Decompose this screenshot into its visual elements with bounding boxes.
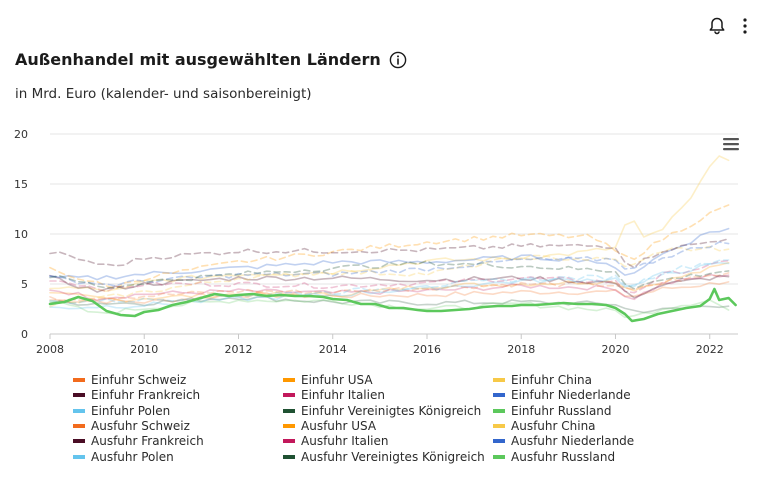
legend-label: Einfuhr Frankreich	[91, 388, 201, 403]
x-tick-label: 2018	[507, 343, 535, 356]
series-line-einfuhr-schweiz[interactable]	[49, 281, 730, 305]
legend-swatch	[283, 393, 295, 398]
legend-swatch	[493, 454, 505, 459]
info-icon[interactable]	[389, 51, 407, 69]
legend-label: Ausfuhr Niederlande	[511, 434, 635, 449]
legend-label: Ausfuhr Vereinigtes Königreich	[301, 449, 485, 464]
legend-item-ausfuhr-frankreich[interactable]: Ausfuhr Frankreich	[73, 434, 204, 448]
series-line-ausfuhr-china[interactable]	[49, 245, 730, 308]
chart-title: Außenhandel mit ausgewählten Ländern	[15, 50, 381, 69]
more-vertical-icon[interactable]	[737, 16, 753, 36]
y-tick-label: 20	[14, 128, 28, 141]
legend-label: Einfuhr Italien	[301, 388, 385, 403]
legend-item-ausfuhr-usa[interactable]: Ausfuhr USA	[283, 419, 376, 433]
legend-label: Einfuhr Vereinigtes Königreich	[301, 403, 482, 418]
x-tick-label: 2010	[130, 343, 158, 356]
bell-icon[interactable]	[707, 16, 727, 36]
legend-swatch	[493, 439, 505, 444]
legend-item-einfuhr-schweiz[interactable]: Einfuhr Schweiz	[73, 373, 186, 387]
series-line-einfuhr-vereinigtes-koenigreich[interactable]	[49, 295, 730, 314]
legend-swatch	[283, 423, 295, 428]
series-line-einfuhr-china[interactable]	[49, 155, 730, 292]
y-tick-label: 10	[14, 228, 28, 241]
legend-swatch	[73, 454, 85, 459]
legend-swatch	[73, 378, 85, 382]
legend-item-einfuhr-russland[interactable]: Einfuhr Russland	[493, 404, 612, 418]
line-chart: 0 5 10 15 20 2008 2010 2012 2014 2016 2018 2020 2022	[14, 128, 738, 356]
series-line-einfuhr-usa[interactable]	[49, 261, 730, 303]
legend-item-einfuhr-niederlande[interactable]: Einfuhr Niederlande	[493, 388, 631, 402]
series-line-ausfuhr-polen[interactable]	[49, 259, 730, 305]
legend-label: Ausfuhr Russland	[511, 449, 616, 464]
x-tick-label: 2022	[696, 343, 724, 356]
legend-swatch	[73, 393, 85, 398]
legend-item-ausfuhr-schweiz[interactable]: Ausfuhr Schweiz	[73, 419, 190, 433]
legend-swatch	[283, 378, 295, 382]
x-tick-label: 2012	[224, 343, 252, 356]
legend-swatch	[493, 393, 505, 398]
legend-item-ausfuhr-russland[interactable]: Ausfuhr Russland	[493, 450, 615, 464]
legend-swatch	[493, 378, 505, 382]
legend-label: Einfuhr Niederlande	[511, 388, 631, 403]
legend-item-einfuhr-italien[interactable]: Einfuhr Italien	[283, 388, 385, 402]
chart-header: Außenhandel mit ausgewählten Ländern	[15, 50, 407, 69]
series-line-einfuhr-frankreich[interactable]	[49, 274, 730, 299]
legend-swatch	[73, 439, 85, 444]
x-tick-label: 2008	[36, 343, 64, 356]
x-tick-label: 2020	[601, 343, 629, 356]
series-line-ausfuhr-niederlande[interactable]	[49, 241, 730, 287]
legend-label: Einfuhr USA	[301, 373, 373, 387]
legend-swatch	[493, 408, 505, 413]
series-line-ausfuhr-schweiz[interactable]	[49, 272, 730, 302]
legend-label: Ausfuhr China	[511, 418, 596, 433]
series-line-einfuhr-niederlande[interactable]	[49, 227, 730, 281]
legend-label: Ausfuhr Schweiz	[91, 418, 190, 433]
series-line-ausfuhr-usa[interactable]	[49, 204, 730, 290]
legend-item-einfuhr-frankreich[interactable]: Einfuhr Frankreich	[73, 388, 200, 402]
legend-label: Ausfuhr USA	[301, 418, 377, 433]
legend-swatch	[283, 408, 295, 413]
legend-swatch	[493, 423, 505, 428]
y-tick-label: 15	[14, 178, 28, 191]
chart-subtitle: in Mrd. Euro (kalender- und saisonberein…	[15, 86, 312, 102]
legend-item-ausfuhr-italien[interactable]: Ausfuhr Italien	[283, 434, 389, 448]
legend-item-ausfuhr-polen[interactable]: Ausfuhr Polen	[73, 450, 174, 464]
series-line-ausfuhr-russland[interactable]	[48, 287, 737, 323]
legend-swatch	[283, 439, 295, 444]
series-line-einfuhr-polen[interactable]	[49, 262, 730, 310]
hamburger-menu-icon[interactable]	[722, 137, 740, 151]
legend-label: Ausfuhr Frankreich	[91, 434, 204, 449]
legend-swatch	[73, 423, 85, 428]
legend-item-ausfuhr-vereinigtes-koenigreich[interactable]: Ausfuhr Vereinigtes Königreich	[283, 450, 485, 464]
legend-label: Einfuhr Polen	[91, 403, 171, 418]
legend-label: Einfuhr Russland	[511, 403, 612, 418]
legend-item-ausfuhr-niederlande[interactable]: Ausfuhr Niederlande	[493, 434, 634, 448]
y-tick-label: 0	[21, 328, 28, 341]
y-tick-label: 5	[21, 278, 28, 291]
legend-swatch	[73, 408, 85, 413]
legend-item-einfuhr-china[interactable]: Einfuhr China	[493, 373, 592, 387]
legend-item-einfuhr-usa[interactable]: Einfuhr USA	[283, 373, 373, 387]
x-tick-label: 2016	[413, 343, 441, 356]
legend-label: Einfuhr China	[511, 373, 592, 387]
legend-item-ausfuhr-china[interactable]: Ausfuhr China	[493, 419, 596, 433]
series-line-ausfuhr-italien[interactable]	[49, 259, 730, 294]
legend-label: Ausfuhr Polen	[91, 449, 174, 464]
legend-item-einfuhr-polen[interactable]: Einfuhr Polen	[73, 404, 170, 418]
series-line-einfuhr-italien[interactable]	[49, 273, 730, 301]
legend-label: Ausfuhr Italien	[301, 434, 389, 449]
series-line-ausfuhr-vereinigtes-koenigreich[interactable]	[49, 260, 730, 290]
legend-item-einfuhr-vereinigtes-koenigreich[interactable]: Einfuhr Vereinigtes Königreich	[283, 404, 481, 418]
x-tick-label: 2014	[319, 343, 347, 356]
legend-label: Einfuhr Schweiz	[91, 373, 187, 387]
series-line-ausfuhr-frankreich[interactable]	[49, 238, 730, 269]
legend-swatch	[283, 454, 295, 459]
